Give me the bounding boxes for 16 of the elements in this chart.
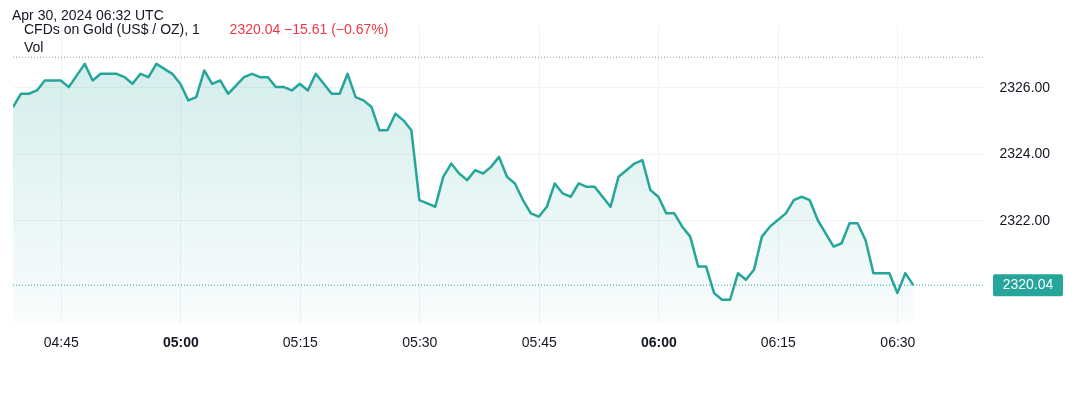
x-tick-label: 06:15 — [760, 333, 797, 350]
annotation: Vol — [24, 39, 44, 55]
y-tick-label: 2322.00 — [999, 211, 1051, 228]
x-tick-label: 05:30 — [402, 333, 438, 350]
x-tick-label: 05:15 — [282, 333, 319, 350]
y-tick-label: 2324.00 — [999, 145, 1051, 162]
x-tick-label: 05:45 — [521, 333, 558, 350]
x-tick-label: 06:00 — [640, 333, 677, 350]
x-tick-label: 04:45 — [43, 333, 80, 350]
x-tick-label: 05:00 — [162, 333, 199, 350]
chart-subtitle: 2320.04 −15.61 (−0.67%) — [229, 21, 389, 37]
ref-line-label: 2320.04 — [1002, 276, 1054, 293]
x-tick-label: 06:30 — [880, 333, 916, 350]
text: Apr 30, 2024 06:32 UTC — [12, 7, 164, 23]
y-tick-label: 2326.00 — [999, 78, 1051, 95]
chart-title: CFDs on Gold (US$ / OZ), 1 — [24, 21, 201, 37]
